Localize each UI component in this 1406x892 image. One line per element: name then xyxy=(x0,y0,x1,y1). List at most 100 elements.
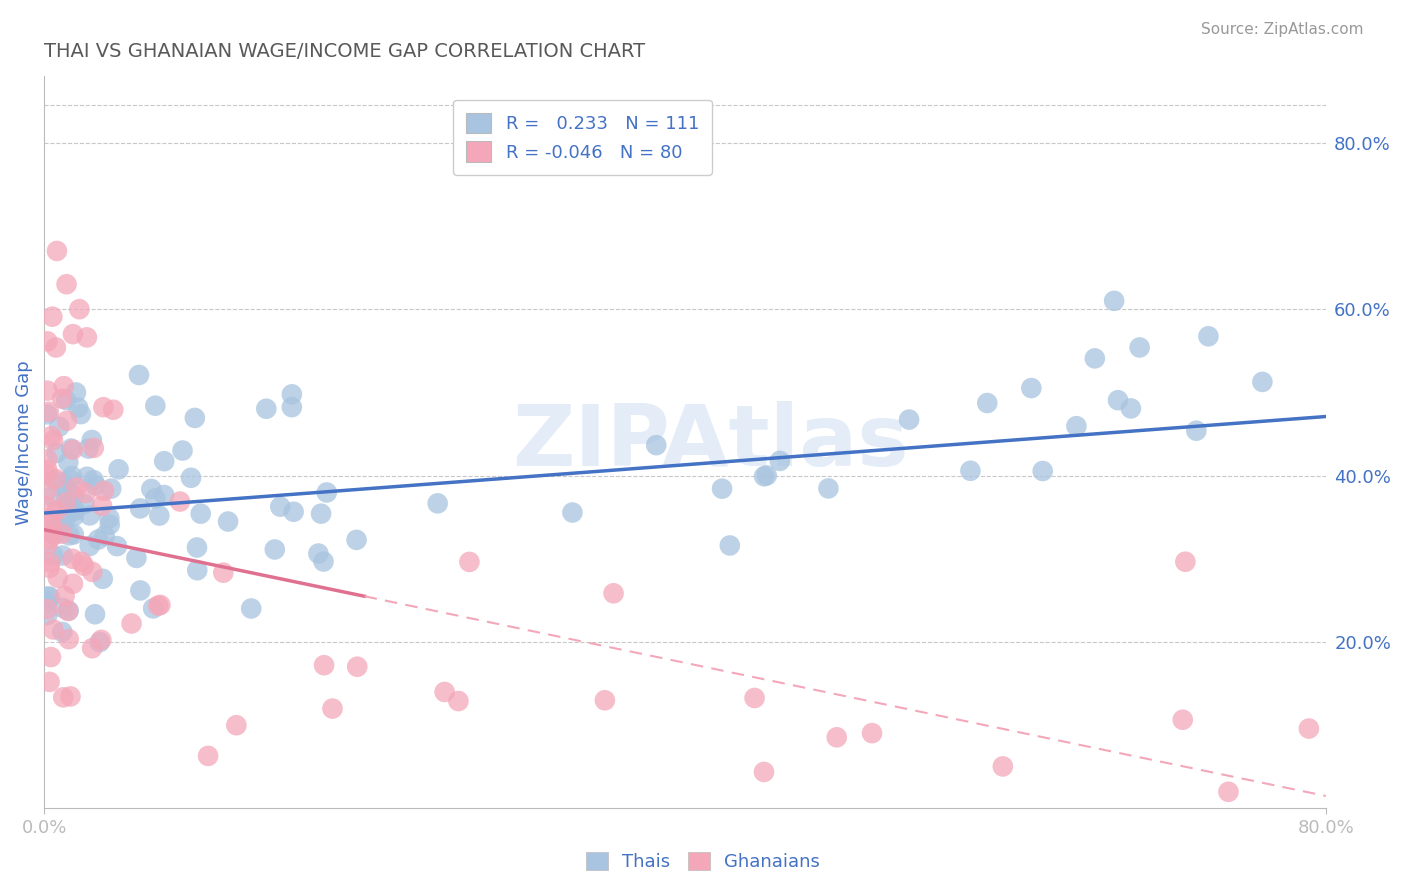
Point xyxy=(1185,424,1208,438)
Point xyxy=(67,302,90,317)
Point xyxy=(87,533,110,547)
Point xyxy=(65,385,87,400)
Point xyxy=(346,659,368,673)
Point xyxy=(817,482,839,496)
Point xyxy=(91,499,114,513)
Point xyxy=(52,379,75,393)
Point xyxy=(52,600,75,615)
Point xyxy=(82,641,104,656)
Point xyxy=(1174,555,1197,569)
Point xyxy=(1066,419,1088,434)
Point xyxy=(148,508,170,523)
Point xyxy=(121,616,143,631)
Point xyxy=(37,590,59,604)
Point xyxy=(58,604,80,618)
Point xyxy=(263,542,285,557)
Point xyxy=(142,601,165,615)
Point xyxy=(45,472,67,486)
Point xyxy=(62,551,84,566)
Point xyxy=(281,400,304,414)
Legend: R =   0.233   N = 111, R = -0.046   N = 80: R = 0.233 N = 111, R = -0.046 N = 80 xyxy=(453,100,711,175)
Point xyxy=(1129,341,1152,355)
Point xyxy=(269,500,291,514)
Point xyxy=(42,473,65,487)
Point xyxy=(65,480,87,494)
Point xyxy=(93,528,115,542)
Point xyxy=(56,502,79,516)
Point xyxy=(718,539,741,553)
Point xyxy=(860,726,883,740)
Point xyxy=(180,471,202,485)
Point xyxy=(172,443,194,458)
Point xyxy=(53,589,76,603)
Point xyxy=(346,533,368,547)
Point xyxy=(58,632,80,647)
Point xyxy=(711,482,734,496)
Point xyxy=(107,462,129,476)
Point xyxy=(37,483,59,498)
Point xyxy=(186,563,208,577)
Point xyxy=(52,690,75,705)
Point xyxy=(141,482,163,496)
Point xyxy=(59,473,82,487)
Point xyxy=(37,524,59,538)
Point xyxy=(744,691,766,706)
Point xyxy=(1107,393,1129,408)
Point xyxy=(93,400,115,414)
Point xyxy=(149,598,172,612)
Point xyxy=(755,468,778,483)
Point xyxy=(77,442,100,456)
Point xyxy=(153,454,176,468)
Point xyxy=(561,506,583,520)
Point xyxy=(38,532,60,546)
Point xyxy=(37,538,59,552)
Point xyxy=(89,635,111,649)
Point xyxy=(37,452,59,467)
Point xyxy=(41,490,63,504)
Text: Source: ZipAtlas.com: Source: ZipAtlas.com xyxy=(1201,22,1364,37)
Point xyxy=(45,244,67,258)
Point xyxy=(62,489,84,503)
Point xyxy=(37,595,59,609)
Point xyxy=(59,690,82,704)
Point xyxy=(105,539,128,553)
Point xyxy=(51,392,73,406)
Point xyxy=(52,475,75,490)
Point xyxy=(51,526,73,541)
Point xyxy=(148,599,170,613)
Point xyxy=(153,488,176,502)
Point xyxy=(60,442,83,456)
Point xyxy=(1298,722,1320,736)
Point xyxy=(37,463,59,477)
Point xyxy=(70,407,93,421)
Point xyxy=(1171,713,1194,727)
Point xyxy=(225,718,247,732)
Point xyxy=(41,310,63,324)
Point xyxy=(63,503,86,517)
Y-axis label: Wage/Income Gap: Wage/Income Gap xyxy=(15,360,32,524)
Point xyxy=(321,701,343,715)
Point xyxy=(82,565,104,579)
Point xyxy=(84,607,107,622)
Point xyxy=(1119,401,1142,416)
Point xyxy=(128,368,150,382)
Point xyxy=(283,505,305,519)
Point xyxy=(217,515,239,529)
Point xyxy=(38,590,60,604)
Point xyxy=(38,674,60,689)
Point xyxy=(51,624,73,639)
Point xyxy=(39,650,62,665)
Point xyxy=(309,507,332,521)
Point xyxy=(37,500,59,514)
Point xyxy=(58,497,80,511)
Point xyxy=(76,330,98,344)
Point xyxy=(752,764,775,779)
Point xyxy=(37,607,59,622)
Point xyxy=(898,412,921,426)
Point xyxy=(41,514,63,528)
Point xyxy=(46,571,69,585)
Point xyxy=(1218,785,1240,799)
Point xyxy=(602,586,624,600)
Point xyxy=(959,464,981,478)
Point xyxy=(433,685,456,699)
